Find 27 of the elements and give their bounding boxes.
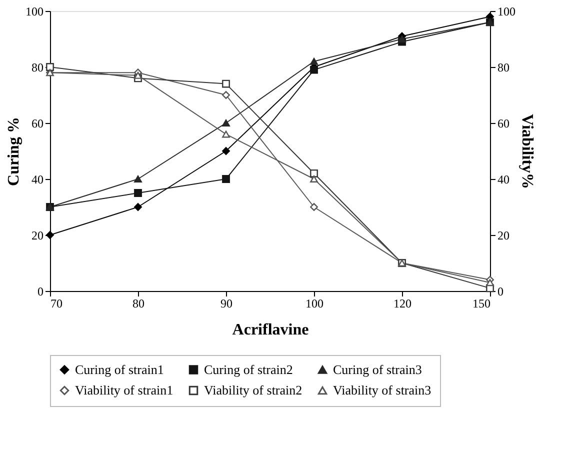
y-tick-label: 100 <box>26 4 44 18</box>
y2-tick-label: 0 <box>498 284 504 298</box>
y-tick-label: 60 <box>32 116 44 130</box>
x-tick-label: 90 <box>220 296 232 310</box>
legend-label: Viability of strain2 <box>204 382 302 398</box>
y-tick-label: 20 <box>32 228 44 242</box>
x-axis-title: Acriflavine <box>232 322 309 338</box>
x-tick-label: 120 <box>394 296 412 310</box>
legend-label: Viability of strain1 <box>75 382 174 398</box>
y-tick-label: 40 <box>32 172 44 186</box>
y2-tick-label: 80 <box>498 60 510 74</box>
legend-label: Curing of strain3 <box>333 362 422 377</box>
y-axis-title: Curing % <box>6 117 22 186</box>
x-tick-label: 150 <box>472 296 490 310</box>
y2-tick-label: 100 <box>498 4 516 18</box>
legend-label: Viability of strain3 <box>333 382 432 398</box>
legend-label: Curing of strain1 <box>75 362 164 377</box>
y2-tick-label: 40 <box>498 172 510 186</box>
y-tick-label: 80 <box>32 60 44 74</box>
y2-axis-title: Viability% <box>518 114 536 189</box>
y-tick-label: 0 <box>38 284 44 298</box>
y2-tick-label: 60 <box>498 116 510 130</box>
x-tick-label: 70 <box>50 296 62 310</box>
x-tick-label: 100 <box>306 296 324 310</box>
legend-label: Curing of strain2 <box>204 362 293 377</box>
x-tick-label: 80 <box>132 296 144 310</box>
y2-tick-label: 20 <box>498 228 510 242</box>
